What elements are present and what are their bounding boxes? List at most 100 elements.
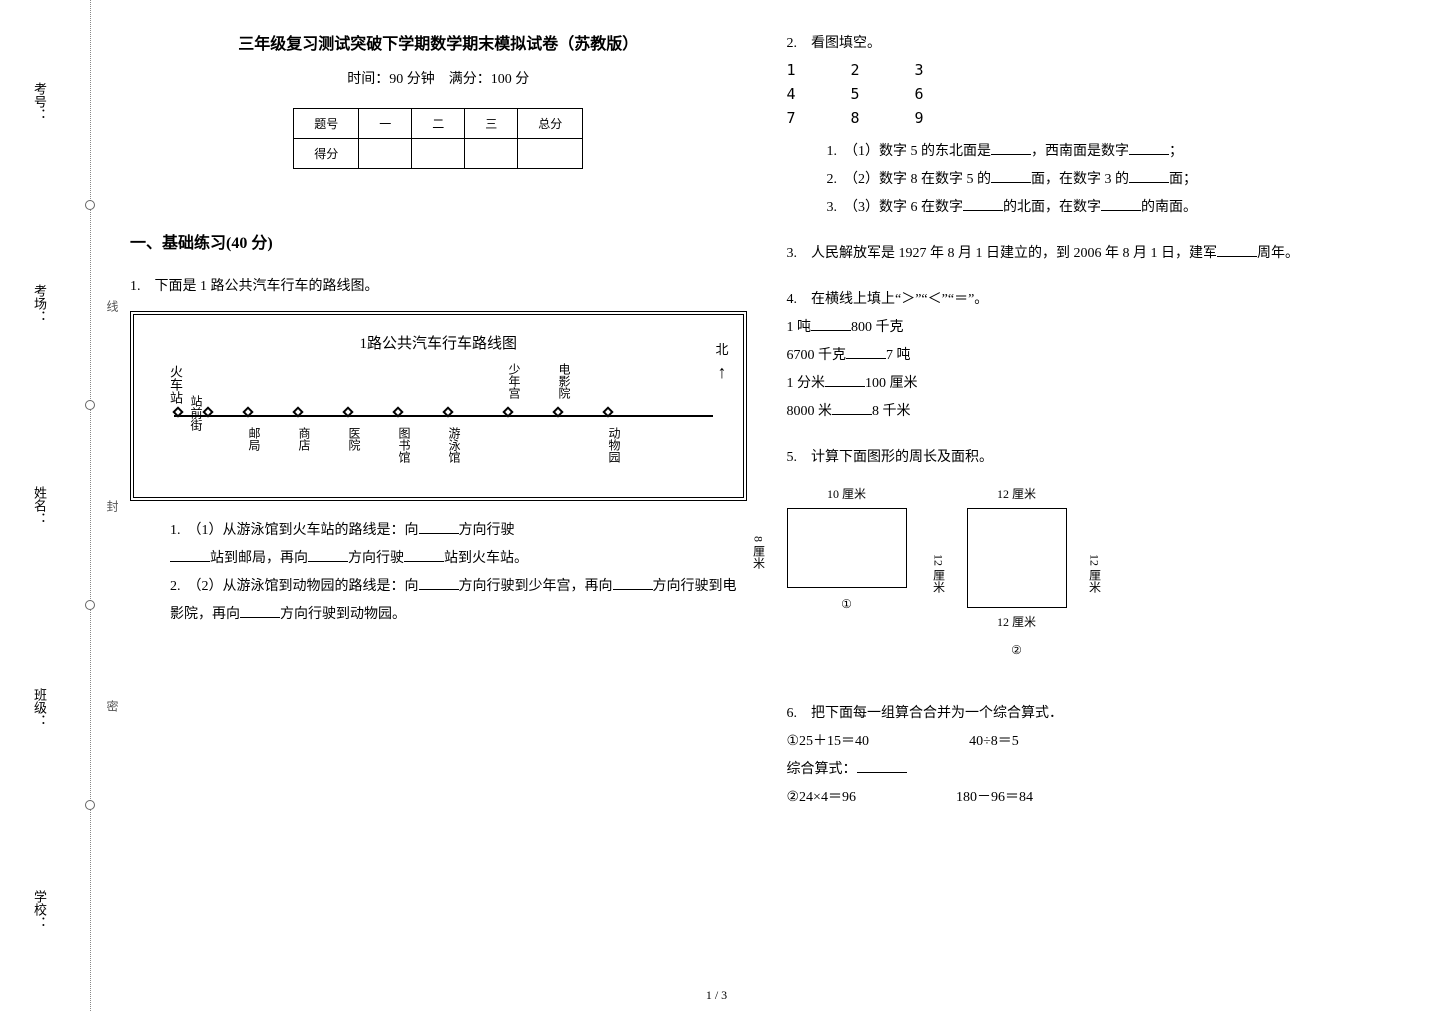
cell-blank (465, 139, 518, 169)
q4-line: 1 吨 800 千克 (787, 314, 1404, 342)
square (967, 508, 1067, 608)
blank (846, 345, 886, 359)
grid-row: 7 8 9 (787, 106, 1404, 130)
q5-stem: 5. 计算下面图形的周长及面积。 (787, 444, 1404, 472)
north-arrow-icon: ↑ (715, 363, 728, 381)
q2-stem: 2. 看图填空。 (787, 30, 1404, 58)
fold-circle (85, 600, 95, 610)
eq: 180－96＝84 (956, 784, 1033, 812)
th-c3: 三 (465, 109, 518, 139)
text: 3. 人民解放军是 1927 年 8 月 1 日建立的，到 2006 年 8 月… (787, 246, 1218, 261)
stop-shop: 商店 (292, 427, 316, 451)
eq: ②24×4＝96 (787, 784, 856, 812)
table-row: 得分 (294, 139, 583, 169)
route-title: 1路公共汽车行车路线图 (144, 329, 733, 359)
shape-number: ② (967, 638, 1067, 662)
table-row: 题号 一 二 三 总分 (294, 109, 583, 139)
q1-sub1: 1. （1）从游泳馆到火车站的路线是：向方向行驶 站到邮局，再向方向行驶站到火车… (130, 517, 747, 573)
blank (308, 548, 348, 562)
q4-stem: 4. 在横线上填上“＞”“＜”“＝”。 (787, 286, 1404, 314)
q4-line: 1 分米100 厘米 (787, 370, 1404, 398)
th-score: 得分 (294, 139, 359, 169)
combined-line: 综合算式： (787, 756, 1404, 784)
shape-number: ① (787, 592, 907, 616)
seal-char-c: 线 (104, 300, 121, 312)
route-map: 1路公共汽车行车路线图 北 ↑ 火车站 站前街 邮局 商店 医院 图书馆 (130, 311, 747, 501)
text: 站到火车站。 (444, 551, 528, 566)
text: 6700 千克 (787, 348, 847, 363)
label-class: 班级： (30, 678, 49, 737)
text: 8000 米 (787, 404, 833, 419)
dim-bottom: 12 厘米 (967, 610, 1067, 634)
eq: 40÷8＝5 (969, 728, 1019, 756)
text: 周年。 (1257, 246, 1299, 261)
blank (811, 317, 851, 331)
th-c2: 二 (412, 109, 465, 139)
blank (419, 576, 459, 590)
text: 2. （2）从游泳馆到动物园的路线是：向 (170, 579, 419, 594)
text: 1 吨 (787, 320, 812, 335)
shape-2: 12 厘米 12 厘米 12 厘米 12 厘米 ② (967, 482, 1067, 662)
label-school: 学校： (30, 880, 49, 939)
dim-right: 12 厘米 (1083, 554, 1107, 593)
shape-row: 10 厘米 8 厘米 ① 12 厘米 12 厘米 12 厘米 12 厘米 ② (787, 482, 1404, 662)
fold-circle (85, 200, 95, 210)
text: 1 分米 (787, 376, 826, 391)
right-column: 2. 看图填空。 1 2 3 4 5 6 7 8 9 1. （1）数字 5 的东… (787, 30, 1404, 981)
q2-sub1: 1. （1）数字 5 的东北面是，西南面是数字； (787, 138, 1404, 166)
text: ，西南面是数字 (1031, 144, 1129, 159)
eq-row: ①25＋15＝40 40÷8＝5 (787, 728, 1404, 756)
question-5: 5. 计算下面图形的周长及面积。 10 厘米 8 厘米 ① 12 厘米 12 厘… (787, 444, 1404, 682)
text: 方向行驶 (459, 523, 515, 538)
number-grid: 1 2 3 4 5 6 7 8 9 (787, 58, 1404, 130)
dim-left: 12 厘米 (927, 554, 951, 593)
question-6: 6. 把下面每一组算合合并为一个综合算式． ①25＋15＝40 40÷8＝5 综… (787, 700, 1404, 812)
blank (1129, 169, 1169, 183)
label-room: 考场： (30, 274, 49, 333)
stop-library: 图书馆 (392, 427, 416, 463)
text: 面，在数字 3 的 (1031, 172, 1129, 187)
shape-1: 10 厘米 8 厘米 ① (787, 482, 907, 616)
text: 800 千克 (851, 320, 904, 335)
cell-blank (412, 139, 465, 169)
text: 面； (1169, 172, 1197, 187)
blank (991, 141, 1031, 155)
blank (991, 169, 1031, 183)
text: 方向行驶到动物园。 (280, 607, 406, 622)
score-table: 题号 一 二 三 总分 得分 (293, 108, 583, 169)
th-num: 题号 (294, 109, 359, 139)
text: 8 千米 (872, 404, 911, 419)
blank (832, 401, 872, 415)
blank (170, 548, 210, 562)
stop-youth-palace: 少年宫 (502, 363, 526, 399)
stop-zoo: 动物园 (602, 427, 626, 463)
question-4: 4. 在横线上填上“＞”“＜”“＝”。 1 吨800 千克 6700 千克7 吨… (787, 286, 1404, 426)
text: 3. （3）数字 6 在数字 (827, 200, 964, 215)
text: 综合算式： (787, 762, 857, 777)
blank (857, 759, 907, 773)
rectangle (787, 508, 907, 588)
grid-row: 1 2 3 (787, 58, 1404, 82)
dim-top: 12 厘米 (967, 482, 1067, 506)
q2-sub3: 3. （3）数字 6 在数字的北面，在数字的南面。 (787, 194, 1404, 222)
blank (419, 520, 459, 534)
th-c1: 一 (359, 109, 412, 139)
text: 方向行驶 (348, 551, 404, 566)
th-total: 总分 (518, 109, 583, 139)
grid-row: 4 5 6 (787, 82, 1404, 106)
question-3: 3. 人民解放军是 1927 年 8 月 1 日建立的，到 2006 年 8 月… (787, 240, 1404, 268)
text: 的南面。 (1141, 200, 1197, 215)
text: 1. （1）数字 5 的东北面是 (827, 144, 992, 159)
cell-blank (359, 139, 412, 169)
seal-char-a: 密 (104, 700, 121, 712)
blank (1217, 243, 1257, 257)
stop-post-office: 邮局 (242, 427, 266, 451)
exam-subtitle: 时间：90 分钟 满分：100 分 (130, 68, 747, 88)
blank (1101, 197, 1141, 211)
cell-blank (518, 139, 583, 169)
left-column: 三年级复习测试突破下学期数学期末模拟试卷（苏教版） 时间：90 分钟 满分：10… (130, 30, 747, 981)
blank (963, 197, 1003, 211)
north-indicator: 北 ↑ (715, 337, 728, 381)
question-1: 1. 下面是 1 路公共汽车行车的路线图。 1路公共汽车行车路线图 北 ↑ 火车… (130, 273, 747, 629)
fold-circle (85, 800, 95, 810)
